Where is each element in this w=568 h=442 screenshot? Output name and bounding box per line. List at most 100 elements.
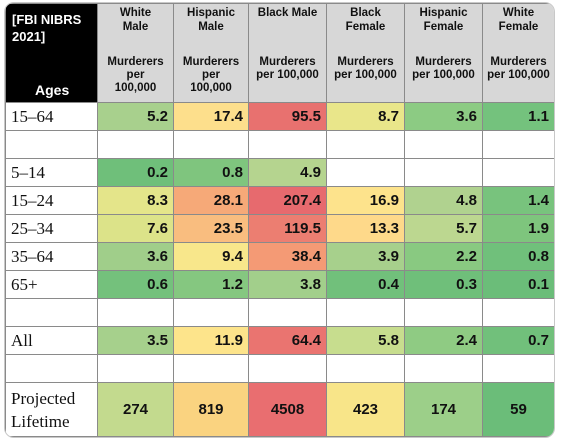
rate-value-cell: 4508 [248,382,327,437]
rate-value-cell: 3.6 [404,102,483,131]
table-row: 5–14 0.2 0.8 4.9 [5,158,554,187]
blank-cell [173,130,249,159]
age-label-cell: 15–64 [5,102,98,131]
rate-value-cell: 5.7 [404,214,483,243]
rate-value-cell: 274 [97,382,174,437]
rate-value-cell: 423 [326,382,405,437]
column-group-label: White Female [498,7,539,33]
rate-value-cell: 95.5 [248,102,327,131]
rate-value-cell: 1.1 [482,102,554,131]
rate-value-cell: 8.3 [97,186,174,215]
blank-cell [5,130,98,159]
blank-cell [326,130,405,159]
rate-value-cell: 28.1 [173,186,249,215]
column-header-white-female: White Female Murderers per 100,000 [482,3,554,103]
blank-separator-row [5,130,554,159]
rate-value-cell: 4.9 [248,158,327,187]
rate-value-cell: 7.6 [97,214,174,243]
rate-value-cell: 13.3 [326,214,405,243]
blank-cell [248,354,327,383]
column-header-white-male: White Male Murderers per 100,000 [97,3,174,103]
rate-value-cell: 819 [173,382,249,437]
column-group-label: Hispanic Female [419,7,468,33]
column-header-black-female: Black Female Murderers per 100,000 [326,3,405,103]
rate-value-cell: 0.1 [482,270,554,299]
blank-cell [248,130,327,159]
blank-cell [173,298,249,327]
column-header-black-male: Black Male Murderers per 100,000 [248,3,327,103]
rate-value-cell: 8.7 [326,102,405,131]
rate-value-cell [482,158,554,187]
murderers-rate-table: [FBI NIBRS 2021] Ages White Male Murderer… [5,3,554,437]
rate-value-cell: 0.4 [326,270,405,299]
blank-cell [97,354,174,383]
rate-value-cell: 3.8 [248,270,327,299]
blank-cell [482,354,554,383]
column-group-label: Hispanic Male [187,7,235,33]
rate-value-cell: 1.2 [173,270,249,299]
age-label-cell: 15–24 [5,186,98,215]
rate-value-cell: 0.2 [97,158,174,187]
blank-cell [326,298,405,327]
rate-value-cell: 0.8 [482,242,554,271]
blank-cell [404,354,483,383]
table-row: 35–64 3.6 9.4 38.4 3.9 2.2 0.8 [5,242,554,271]
table-row: 15–24 8.3 28.1 207.4 16.9 4.8 1.4 [5,186,554,215]
rate-value-cell: 3.5 [97,326,174,355]
column-group-label: Black Female [345,7,386,33]
rate-value-cell: 11.9 [173,326,249,355]
corner-source-line1: [FBI NIBRS [12,12,82,27]
age-label-cell: 25–34 [5,214,98,243]
blank-separator-row [5,298,554,327]
column-sub-label: Murderers per 100,000 [256,56,319,81]
blank-cell [97,298,174,327]
corner-header-cell: [FBI NIBRS 2021] Ages [5,3,98,103]
table-body: 15–64 5.2 17.4 95.5 8.7 3.6 1.1 5–14 0.2 0.8 4.9 15… [5,102,554,437]
murderers-table-card: [FBI NIBRS 2021] Ages White Male Murderer… [4,2,555,438]
rate-value-cell: 5.2 [97,102,174,131]
table-row: All 3.5 11.9 64.4 5.8 2.4 0.7 [5,326,554,355]
rate-value-cell: 23.5 [173,214,249,243]
rate-value-cell: 174 [404,382,483,437]
corner-ages-label: Ages [35,82,70,98]
blank-separator-row [5,354,554,383]
age-label-cell: 65+ [5,270,98,299]
rate-value-cell: 4.8 [404,186,483,215]
column-sub-label: Murderers per 100,000 [334,56,397,81]
column-sub-label: Murderers per 100,000 [487,56,550,81]
blank-cell [404,130,483,159]
blank-cell [404,298,483,327]
column-sub-label: Murderers per 100,000 [182,56,240,94]
rate-value-cell: 3.9 [326,242,405,271]
table-row: Projected Lifetime 274 819 4508 423 174 59 [5,382,554,437]
blank-cell [482,298,554,327]
blank-cell [5,298,98,327]
blank-cell [173,354,249,383]
blank-cell [97,130,174,159]
blank-cell [5,354,98,383]
age-label-cell: All [5,326,98,355]
rate-value-cell: 0.7 [482,326,554,355]
age-label-cell: 5–14 [5,158,98,187]
table-row: 15–64 5.2 17.4 95.5 8.7 3.6 1.1 [5,102,554,131]
rate-value-cell: 2.4 [404,326,483,355]
rate-value-cell: 1.9 [482,214,554,243]
rate-value-cell: 16.9 [326,186,405,215]
rate-value-cell: 38.4 [248,242,327,271]
age-label-line2: Lifetime [11,411,70,431]
age-label-cell: 35–64 [5,242,98,271]
blank-cell [326,354,405,383]
rate-value-cell [404,158,483,187]
column-sub-label: Murderers per 100,000 [107,56,164,94]
rate-value-cell: 0.8 [173,158,249,187]
header-row: [FBI NIBRS 2021] Ages White Male Murderer… [5,3,554,103]
rate-value-cell: 0.6 [97,270,174,299]
rate-value-cell: 59 [482,382,554,437]
rate-value-cell [326,158,405,187]
rate-value-cell: 9.4 [173,242,249,271]
column-header-hispanic-male: Hispanic Male Murderers per 100,000 [173,3,249,103]
column-header-hispanic-female: Hispanic Female Murderers per 100,000 [404,3,483,103]
rate-value-cell: 1.4 [482,186,554,215]
rate-value-cell: 3.6 [97,242,174,271]
column-group-label: White Male [119,7,152,33]
